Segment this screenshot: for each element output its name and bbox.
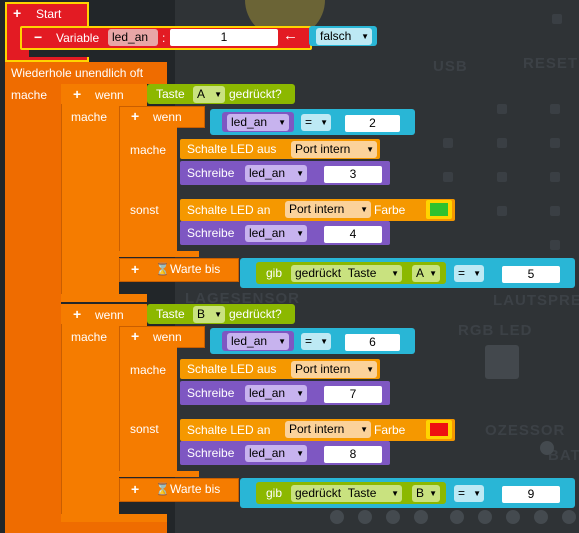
pressed-dropdown[interactable]: gedrückt Taste ▼ bbox=[291, 485, 402, 502]
hourglass-icon: ⌛ bbox=[155, 482, 170, 496]
var-dropdown[interactable]: led_an ▼ bbox=[245, 225, 307, 242]
port-dropdown[interactable]: Port intern ▼ bbox=[291, 141, 377, 158]
wait-value-input[interactable]: 9 bbox=[502, 486, 560, 503]
var-dropdown[interactable]: led_an ▼ bbox=[227, 114, 289, 131]
color-swatch[interactable] bbox=[430, 423, 448, 436]
variable-name-field[interactable]: led_an bbox=[108, 29, 158, 46]
loop-label: Wiederhole unendlich oft bbox=[11, 66, 144, 80]
rgb-led-box bbox=[485, 345, 519, 379]
color-swatch[interactable] bbox=[430, 203, 448, 216]
add-icon[interactable]: + bbox=[131, 481, 140, 497]
write-value-input[interactable]: 4 bbox=[324, 226, 382, 243]
rgb-led-label: RGB LED bbox=[458, 322, 533, 339]
port-dropdown[interactable]: Port intern ▼ bbox=[285, 201, 371, 218]
reset-label: RESET bbox=[523, 55, 579, 72]
var-dropdown[interactable]: led_an ▼ bbox=[245, 165, 307, 182]
start-label: Start bbox=[36, 7, 62, 21]
button-b-dropdown[interactable]: B ▼ bbox=[193, 306, 225, 323]
operator-dropdown[interactable]: = ▼ bbox=[454, 485, 484, 502]
add-icon[interactable]: + bbox=[73, 306, 82, 322]
var-dropdown[interactable]: led_an ▼ bbox=[245, 385, 307, 402]
remove-icon[interactable]: − bbox=[34, 29, 43, 45]
add-icon[interactable]: + bbox=[13, 5, 22, 21]
loop-block[interactable] bbox=[5, 62, 167, 84]
wait-value-input[interactable]: 5 bbox=[502, 266, 560, 283]
add-icon[interactable]: + bbox=[131, 108, 140, 124]
operator-dropdown[interactable]: = ▼ bbox=[454, 265, 484, 282]
variable-keyword: Variable bbox=[56, 31, 100, 45]
add-icon[interactable]: + bbox=[73, 86, 82, 102]
if-a-block[interactable] bbox=[61, 84, 147, 106]
port-dropdown[interactable]: Port intern ▼ bbox=[285, 421, 371, 438]
if-b-block[interactable] bbox=[61, 304, 147, 326]
add-icon[interactable]: + bbox=[131, 328, 140, 344]
hourglass-icon: ⌛ bbox=[155, 262, 170, 276]
usb-label: USB bbox=[433, 58, 468, 75]
write-value-input[interactable]: 8 bbox=[324, 446, 382, 463]
button-a-dropdown[interactable]: A ▼ bbox=[193, 86, 225, 103]
compare-input[interactable]: 6 bbox=[345, 334, 400, 351]
assign-arrow-icon: ← bbox=[283, 27, 298, 44]
loop-mache-label: mache bbox=[11, 88, 48, 102]
pressed-dropdown[interactable]: gedrückt Taste ▼ bbox=[291, 265, 402, 282]
var-dropdown[interactable]: led_an ▼ bbox=[227, 333, 289, 350]
port-dropdown[interactable]: Port intern ▼ bbox=[291, 361, 377, 378]
write-value-input[interactable]: 3 bbox=[324, 166, 382, 183]
lagesensor-label: LAGESENSOR bbox=[185, 290, 301, 307]
start-block[interactable] bbox=[5, 2, 89, 26]
init-value-input[interactable]: 1 bbox=[170, 29, 278, 46]
add-icon[interactable]: + bbox=[131, 261, 140, 277]
bat-label: BAT bbox=[548, 447, 579, 464]
button-dropdown[interactable]: A ▼ bbox=[412, 265, 440, 282]
prozessor-label: OZESSOR bbox=[485, 422, 566, 439]
button-dropdown[interactable]: B ▼ bbox=[412, 485, 440, 502]
compare-input[interactable]: 2 bbox=[345, 115, 400, 132]
operator-dropdown[interactable]: = ▼ bbox=[301, 114, 331, 131]
operator-dropdown[interactable]: = ▼ bbox=[301, 333, 331, 350]
write-value-input[interactable]: 7 bbox=[324, 386, 382, 403]
bool-dropdown[interactable]: falsch ▼ bbox=[316, 28, 372, 45]
lautsprecher-label: LAUTSPREC bbox=[493, 292, 579, 309]
chevron-down-icon: ▼ bbox=[361, 32, 369, 41]
var-dropdown[interactable]: led_an ▼ bbox=[245, 445, 307, 462]
wait-block-a[interactable] bbox=[119, 258, 239, 282]
wait-block-b[interactable] bbox=[119, 478, 239, 502]
